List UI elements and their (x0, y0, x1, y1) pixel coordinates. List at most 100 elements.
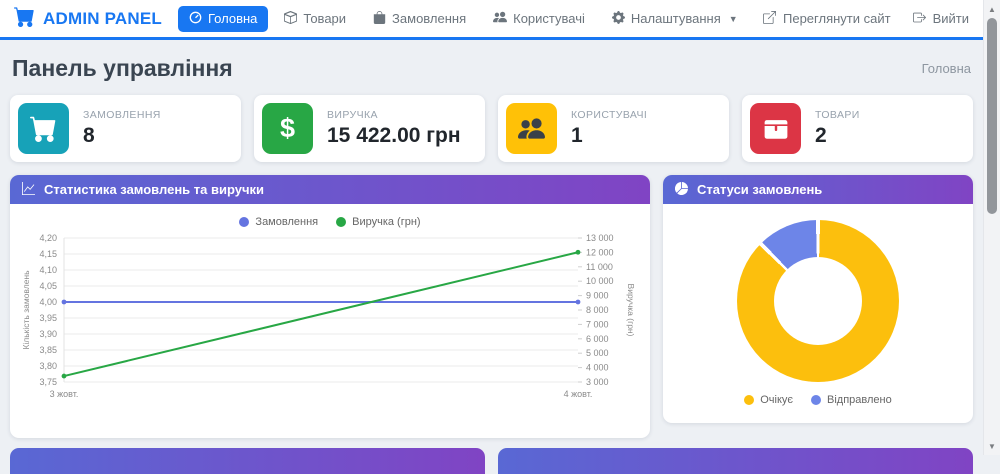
stat-label: ВИРУЧКА (327, 109, 378, 121)
people-icon (506, 103, 557, 154)
stat-text: КОРИСТУВАЧІ 1 (571, 109, 647, 148)
dollar-icon: $ (262, 103, 313, 154)
pie-chart-icon (674, 181, 688, 198)
order-statuses-panel: Статуси замовлень Очікує Відправлено (663, 175, 973, 423)
legend-label: Очікує (760, 394, 794, 406)
scrollbar-down-arrow[interactable]: ▼ (988, 441, 996, 451)
external-link-icon (763, 10, 776, 27)
svg-text:11 000: 11 000 (586, 262, 613, 272)
nav-item-label: Користувачі (513, 11, 585, 26)
nav-item-products[interactable]: Товари (273, 6, 357, 32)
svg-text:10 000: 10 000 (586, 276, 614, 286)
legend-label: Замовлення (255, 216, 319, 228)
svg-text:4,05: 4,05 (39, 281, 57, 291)
order-status-donut (737, 220, 899, 382)
cart-icon (18, 103, 69, 154)
gear-icon (611, 10, 625, 27)
scrollbar-up-arrow[interactable]: ▲ (988, 4, 996, 14)
orders-revenue-panel-header: Статистика замовлень та виручки (10, 175, 650, 204)
stat-label: КОРИСТУВАЧІ (571, 109, 648, 121)
svg-text:3 000: 3 000 (586, 377, 609, 387)
stat-cards-row: ЗАМОВЛЕННЯ 8 $ ВИРУЧКА 15 422.00 грн КО (10, 95, 973, 162)
legend-item-revenue[interactable]: Виручка (грн) (336, 216, 421, 228)
main-content: Панель управління Головна ЗАМОВЛЕННЯ 8 $… (0, 53, 983, 474)
box-icon (284, 10, 298, 27)
svg-text:3,90: 3,90 (39, 329, 57, 339)
svg-text:4,15: 4,15 (39, 249, 57, 259)
nav-item-users[interactable]: Користувачі (482, 5, 596, 32)
navbar-right: Переглянути сайт Вийти (763, 10, 969, 27)
nav-item-label: Товари (303, 11, 347, 26)
legend-dot-pending (744, 395, 755, 405)
stat-value: 2 (815, 124, 827, 147)
page-head: Панель управління Головна (12, 53, 971, 83)
scrollbar-thumb[interactable] (987, 18, 997, 214)
logout-link[interactable]: Вийти (912, 11, 969, 27)
svg-text:4 000: 4 000 (586, 363, 609, 373)
stat-card-revenue: $ ВИРУЧКА 15 422.00 грн (254, 95, 485, 162)
donut-legend: Очікує Відправлено (671, 394, 965, 406)
main-nav: Головна Товари Замовлення Користувачі (178, 5, 749, 32)
svg-text:3 жовт.: 3 жовт. (50, 389, 79, 399)
nav-item-settings[interactable]: Налаштування ▼ (601, 6, 749, 32)
svg-text:6 000: 6 000 (586, 334, 609, 344)
svg-text:3,75: 3,75 (39, 377, 57, 387)
svg-text:Виручка (грн): Виручка (грн) (626, 284, 636, 337)
orders-revenue-panel-body: Замовлення Виручка (грн) 4,20 4,15 4,10 4,0… (10, 204, 650, 424)
legend-item-shipped[interactable]: Відправлено (811, 394, 892, 406)
stat-card-users: КОРИСТУВАЧІ 1 (498, 95, 729, 162)
stat-label: ЗАМОВЛЕННЯ (83, 109, 161, 121)
order-statuses-panel-body: Очікує Відправлено (663, 204, 973, 416)
nav-item-orders[interactable]: Замовлення (362, 6, 477, 32)
svg-text:Кількість замовлень: Кількість замовлень (21, 270, 31, 350)
navbar: ADMIN PANEL Головна Товари Замовлення (0, 0, 983, 40)
view-site-label: Переглянути сайт (783, 11, 891, 26)
people-icon (493, 10, 508, 27)
stat-value: 8 (83, 124, 95, 147)
svg-text:4,10: 4,10 (39, 265, 57, 275)
page-title: Панель управління (12, 54, 233, 81)
orders-revenue-panel: Статистика замовлень та виручки Замовлен… (10, 175, 650, 438)
brand[interactable]: ADMIN PANEL (14, 6, 162, 32)
line-chart-icon (22, 181, 35, 198)
view-site-link[interactable]: Переглянути сайт (763, 10, 891, 27)
legend-dot-revenue (336, 217, 347, 227)
orders-revenue-chart: 4,20 4,15 4,10 4,05 4,00 3,95 3,90 3,85 3,80 3,75… (21, 233, 636, 399)
svg-text:3,85: 3,85 (39, 345, 57, 355)
panel-header-partial-left (10, 448, 485, 474)
stat-text: ЗАМОВЛЕННЯ 8 (83, 109, 161, 148)
svg-text:13 000: 13 000 (586, 233, 614, 243)
chevron-down-icon: ▼ (728, 13, 738, 24)
stat-text: ВИРУЧКА 15 422.00 грн (327, 109, 461, 148)
legend-label: Виручка (грн) (352, 216, 421, 228)
stat-card-products: ТОВАРИ 2 (742, 95, 973, 162)
nav-item-label: Головна (208, 11, 258, 26)
vertical-scrollbar[interactable]: ▲ ▼ (983, 0, 1000, 455)
panel-title: Статуси замовлень (697, 182, 823, 197)
svg-text:7 000: 7 000 (586, 319, 609, 329)
legend-dot-orders (239, 217, 250, 227)
stat-label: ТОВАРИ (815, 109, 860, 121)
svg-text:3,80: 3,80 (39, 361, 57, 371)
panel-title: Статистика замовлень та виручки (44, 182, 265, 197)
stat-card-orders: ЗАМОВЛЕННЯ 8 (10, 95, 241, 162)
nav-item-label: Замовлення (392, 11, 467, 26)
order-statuses-panel-header: Статуси замовлень (663, 175, 973, 204)
cart-logo-icon (14, 6, 35, 32)
panel-header-partial-right (498, 448, 973, 474)
nav-item-dashboard[interactable]: Головна (178, 5, 269, 32)
bag-icon (373, 10, 386, 27)
svg-text:8 000: 8 000 (586, 305, 609, 315)
svg-text:5 000: 5 000 (586, 348, 609, 358)
speedometer-icon (189, 11, 202, 27)
brand-label: ADMIN PANEL (43, 8, 162, 28)
legend-dot-shipped (811, 395, 822, 405)
legend-item-orders[interactable]: Замовлення (239, 216, 318, 228)
svg-text:3,95: 3,95 (39, 313, 57, 323)
legend-item-pending[interactable]: Очікує (744, 394, 793, 406)
donut-hole (774, 257, 862, 345)
svg-text:9 000: 9 000 (586, 291, 609, 301)
stat-value: 1 (571, 124, 583, 147)
svg-text:4,20: 4,20 (39, 233, 57, 243)
